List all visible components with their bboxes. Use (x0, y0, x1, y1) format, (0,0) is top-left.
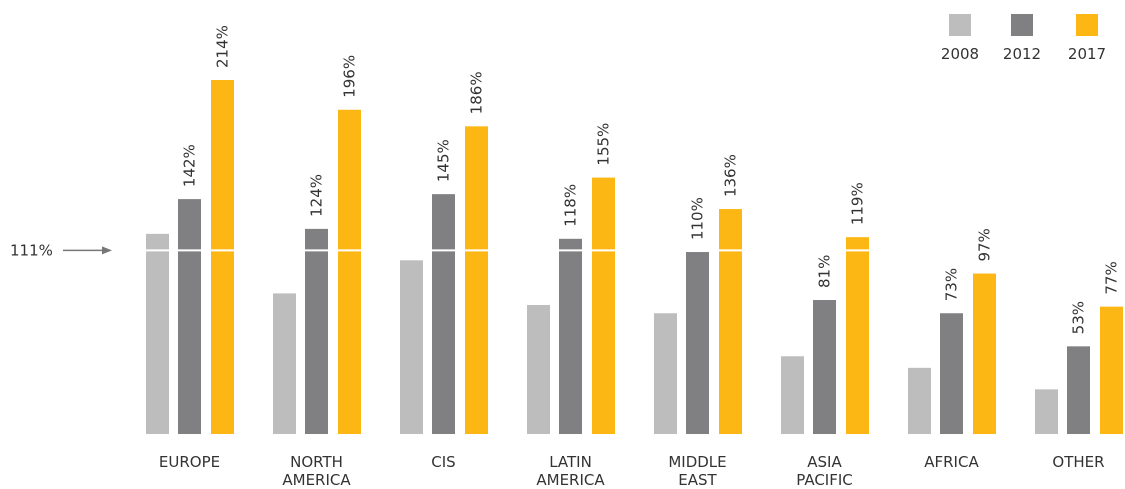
category-label-0-0: EUROPE (159, 453, 220, 471)
value-label-2017-6: 97% (976, 228, 994, 261)
bar-2008-1 (273, 293, 296, 434)
bar-2012-1 (305, 228, 328, 434)
legend-swatch-2012 (1011, 14, 1033, 36)
value-label-2017-4: 136% (722, 154, 740, 197)
category-label-4-1: EAST (678, 471, 717, 489)
category-label-2-0: CIS (431, 453, 455, 471)
legend-swatch-2008 (949, 14, 971, 36)
value-label-2012-1: 124% (308, 174, 326, 217)
legend-label-2008: 2008 (941, 45, 979, 63)
bar-2008-7 (1035, 389, 1058, 434)
bar-2008-6 (908, 367, 931, 434)
bar-2017-5 (846, 237, 869, 434)
value-label-2012-6: 73% (943, 268, 961, 301)
bar-2008-3 (527, 304, 550, 434)
value-label-2017-2: 186% (468, 71, 486, 114)
category-label-1-1: AMERICA (282, 471, 351, 489)
category-label-3-0: LATIN (549, 453, 592, 471)
value-label-2012-4: 110% (689, 197, 707, 240)
bar-2008-0 (146, 233, 169, 434)
bar-2012-3 (559, 238, 582, 434)
bar-2008-4 (654, 313, 677, 434)
category-label-5-0: ASIA (807, 453, 842, 471)
bar-2012-2 (432, 194, 455, 434)
legend-label-2017: 2017 (1068, 45, 1106, 63)
reference-arrow-head (102, 246, 112, 255)
value-label-2017-5: 119% (849, 182, 867, 225)
bar-2012-0 (178, 199, 201, 434)
category-label-6-0: AFRICA (924, 453, 979, 471)
category-label-5-1: PACIFIC (796, 471, 853, 489)
legend-swatch-2017 (1076, 14, 1098, 36)
bar-2012-7 (1067, 346, 1090, 434)
bar-2008-2 (400, 260, 423, 434)
category-label-1-0: NORTH (290, 453, 343, 471)
value-label-2012-5: 81% (816, 255, 834, 288)
bar-2017-4 (719, 209, 742, 434)
bar-2017-2 (465, 126, 488, 435)
bar-2017-6 (973, 273, 996, 434)
bar-2017-1 (338, 109, 361, 435)
legend-label-2012: 2012 (1003, 45, 1041, 63)
category-label-4-0: MIDDLE (668, 453, 726, 471)
value-label-2012-3: 118% (562, 184, 580, 227)
bar-2012-4 (686, 252, 709, 434)
bar-2012-6 (940, 313, 963, 434)
value-label-2017-0: 214% (214, 25, 232, 68)
value-label-2012-7: 53% (1070, 301, 1088, 334)
category-label-3-1: AMERICA (536, 471, 605, 489)
value-label-2017-3: 155% (595, 123, 613, 166)
bar-2008-5 (781, 356, 804, 434)
value-label-2017-7: 77% (1103, 261, 1121, 294)
bar-2012-5 (813, 300, 836, 434)
bar-2017-3 (592, 177, 615, 434)
bar-2017-7 (1100, 306, 1123, 434)
value-label-2017-1: 196% (341, 55, 359, 98)
category-label-7-0: OTHER (1052, 453, 1104, 471)
reference-label: 111% (10, 241, 53, 259)
value-label-2012-2: 145% (435, 139, 453, 182)
value-label-2012-0: 142% (181, 144, 199, 187)
bar-2017-0 (211, 80, 234, 434)
